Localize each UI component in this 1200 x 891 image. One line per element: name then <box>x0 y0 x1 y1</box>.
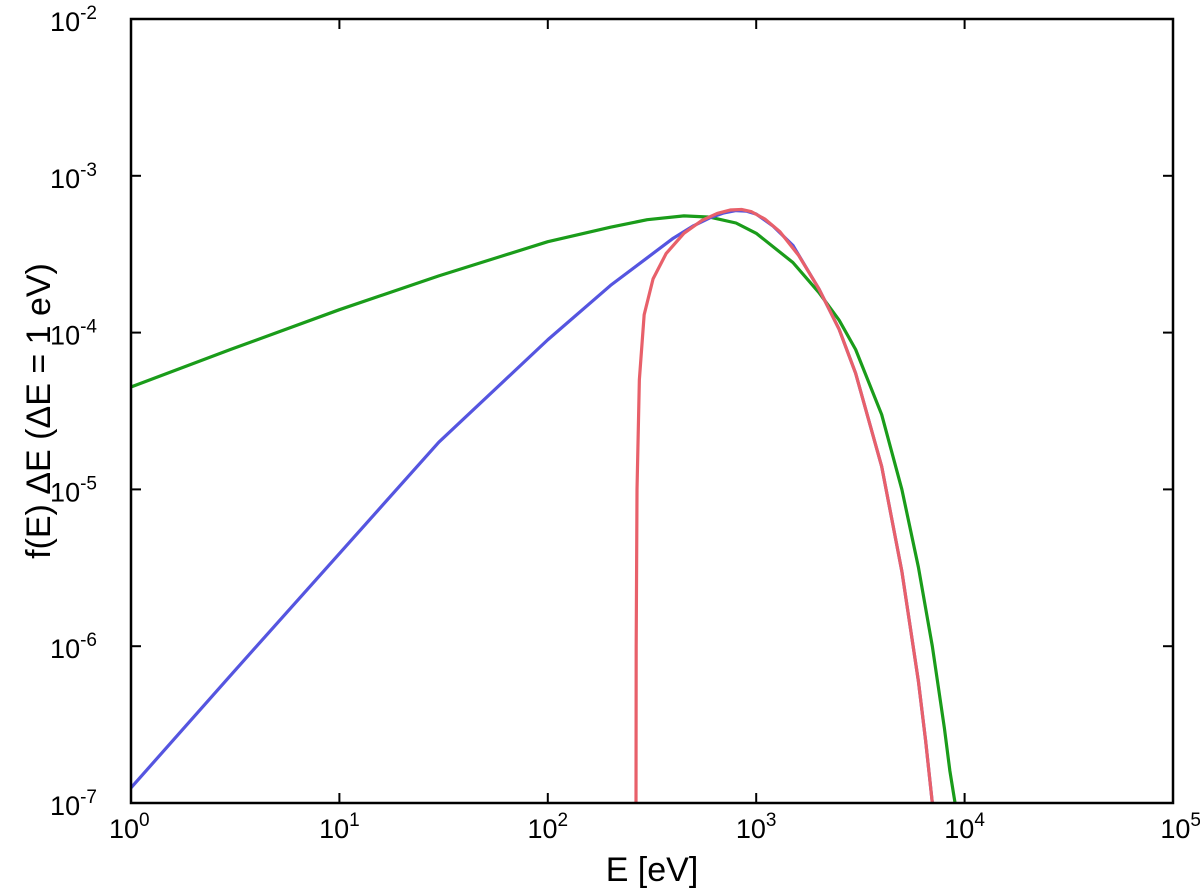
x-tick-label: 103 <box>736 810 777 844</box>
x-tick-label: 104 <box>944 810 985 844</box>
x-tick-label: 105 <box>1160 810 1200 844</box>
y-tick-label: 10-6 <box>50 630 97 664</box>
y-tick-label: 10-5 <box>50 473 97 507</box>
y-tick-label: 10-4 <box>50 317 97 351</box>
tick-labels: 100 101 102 103 104 105 10-7 10-6 10-5 10-4 10-3 10… <box>50 3 1200 844</box>
x-tick-label: 101 <box>319 810 360 844</box>
series-line-3 <box>634 207 934 803</box>
y-tick-label: 10-2 <box>50 3 97 37</box>
y-axis-label: f(E) ΔE (ΔE = 1 eV) <box>20 263 58 559</box>
y-tick-label: 10-7 <box>50 787 97 821</box>
x-tick-label: 100 <box>109 810 150 844</box>
plot-area <box>131 207 957 803</box>
y-tick-label: 10-3 <box>50 160 97 194</box>
plot-frame <box>129 17 1175 805</box>
x-axis-label: E [eV] <box>606 851 699 889</box>
x-tick-label: 102 <box>527 810 568 844</box>
series-line-1 <box>131 214 957 803</box>
